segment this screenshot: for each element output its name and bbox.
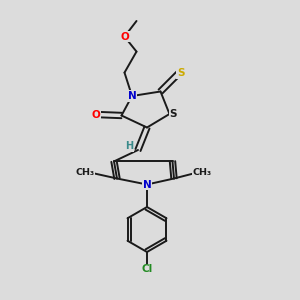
Text: S: S [169,109,177,119]
Text: Cl: Cl [141,264,153,274]
Text: N: N [128,91,136,101]
Text: O: O [92,110,100,120]
Text: O: O [120,32,129,42]
Text: CH₃: CH₃ [192,168,212,177]
Text: S: S [177,68,185,79]
Text: H: H [125,141,133,152]
Text: N: N [142,179,152,190]
Text: CH₃: CH₃ [75,168,94,177]
